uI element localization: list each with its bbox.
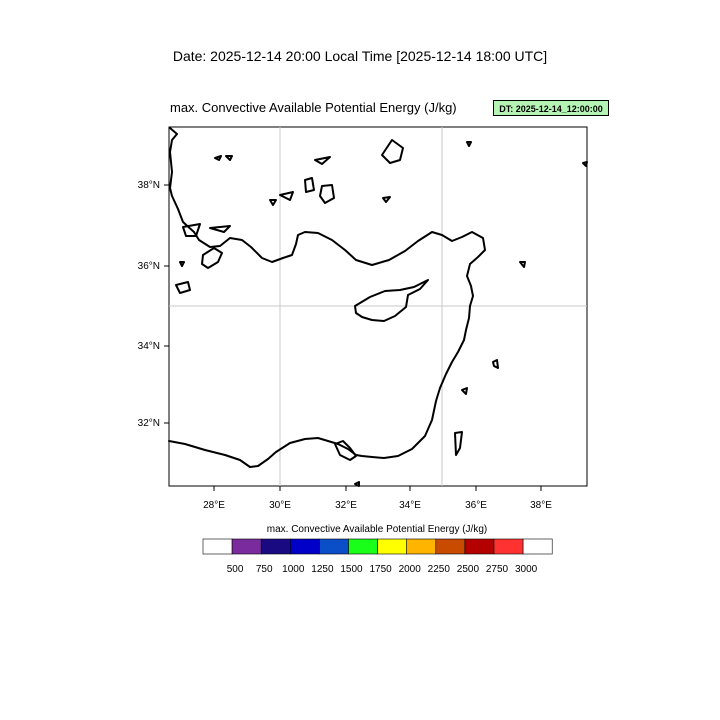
colorbar-swatch [406, 538, 437, 555]
x-tick-label: 36°E [465, 500, 487, 511]
colorbar-label: 1500 [340, 564, 363, 575]
colorbar-swatch [231, 538, 262, 555]
island-l [519, 261, 526, 268]
colorbar-label: 2750 [485, 564, 509, 575]
colorbar [202, 538, 553, 555]
nile-delta [334, 440, 357, 461]
island-g [314, 156, 331, 165]
y-tick-label: 32°N [138, 418, 160, 429]
y-tick-label: 34°N [138, 341, 160, 352]
colorbar-swatch [522, 538, 553, 555]
y-tick-label: 36°N [138, 261, 160, 272]
x-tick-label: 30°E [269, 500, 291, 511]
date-title: Date: 2025-12-14 20:00 Local Time [2025-… [172, 48, 548, 64]
island-f [319, 184, 335, 204]
colorbar-swatch [260, 538, 291, 555]
colorbar-swatch [202, 538, 233, 555]
island-e [304, 177, 315, 193]
island-c [381, 139, 404, 164]
colorbar-label: 500 [226, 564, 244, 575]
island-n [225, 155, 233, 161]
island-u [179, 261, 185, 267]
island-k [492, 359, 499, 369]
coastlines [168, 127, 588, 487]
island-a [201, 247, 223, 269]
colorbar-swatch [435, 538, 466, 555]
y-axis-ticks: 32°N 34°N 36°N 38°N [138, 180, 169, 429]
colorbar-swatch [289, 538, 320, 555]
island-m [214, 155, 222, 161]
colorbar-label: 1000 [282, 564, 305, 575]
cyprus-coast [354, 279, 429, 322]
colorbar-swatch [348, 538, 378, 555]
island-b [175, 281, 191, 294]
x-tick-label: 28°E [203, 500, 225, 511]
island-o [269, 199, 277, 206]
island-q [466, 141, 472, 147]
x-tick-label: 34°E [399, 500, 421, 511]
colorbar-swatch [493, 538, 524, 555]
colorbar-label: 2500 [456, 564, 480, 575]
colorbar-label: 3000 [514, 564, 538, 575]
colorbar-swatch [377, 538, 408, 555]
x-tick-label: 38°E [530, 500, 552, 511]
colorbar-title: max. Convective Available Potential Ener… [266, 524, 488, 535]
x-axis-ticks: 28°E 30°E 32°E 34°E 36°E 38°E [203, 486, 552, 511]
x-tick-label: 32°E [335, 500, 357, 511]
island-i [454, 431, 463, 456]
colorbar-swatch [464, 538, 495, 555]
island-p [382, 196, 391, 203]
dt-badge: DT: 2025-12-14_12:00:00 [493, 100, 609, 116]
island-r [582, 161, 588, 167]
island-h [182, 223, 201, 237]
field-title: max. Convective Available Potential Ener… [170, 100, 457, 115]
colorbar-label: 2250 [427, 564, 450, 575]
colorbar-label: 1750 [369, 564, 392, 575]
colorbar-label: 1250 [311, 564, 334, 575]
island-j [461, 387, 468, 395]
colorbar-swatch [319, 538, 349, 555]
island-t [209, 225, 231, 233]
colorbar-label: 2000 [398, 564, 421, 575]
island-d [279, 191, 294, 201]
y-tick-label: 38°N [138, 180, 160, 191]
mainland-coast [168, 127, 486, 468]
island-s [354, 481, 360, 487]
colorbar-label: 750 [255, 564, 273, 575]
